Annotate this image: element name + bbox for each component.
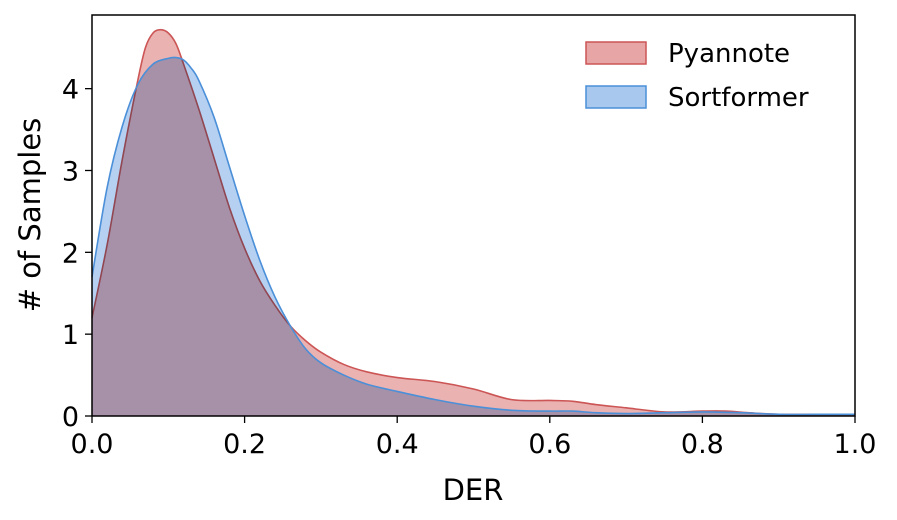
y-tick-label: 0: [62, 402, 79, 433]
x-tick-label: 0.0: [71, 429, 114, 460]
x-tick-label: 0.4: [376, 429, 419, 460]
x-tick-label: 0.6: [528, 429, 571, 460]
legend-label-pyannote: Pyannote: [668, 39, 790, 69]
pyannote-line: [91, 28, 855, 416]
legend-swatch-sortformer: [585, 85, 647, 109]
x-tick-label: 1.0: [834, 429, 877, 460]
legend: Pyannote Sortformer: [585, 39, 809, 113]
x-tick-label: 0.2: [223, 429, 266, 460]
legend-swatch-pyannote: [585, 41, 647, 65]
sortformer-line: [91, 56, 855, 416]
legend-label-sortformer: Sortformer: [668, 83, 809, 113]
plot-frame: [91, 14, 856, 417]
y-axis-label: # of Samples: [13, 118, 47, 313]
x-tick-label: 0.8: [681, 429, 724, 460]
x-axis-label: DER: [443, 473, 504, 507]
y-tick-label: 4: [62, 75, 79, 106]
y-tick-label: 2: [62, 238, 79, 269]
y-tick-label: 1: [62, 320, 79, 351]
y-tick-label: 3: [62, 156, 79, 187]
sortformer-area: [92, 57, 855, 416]
